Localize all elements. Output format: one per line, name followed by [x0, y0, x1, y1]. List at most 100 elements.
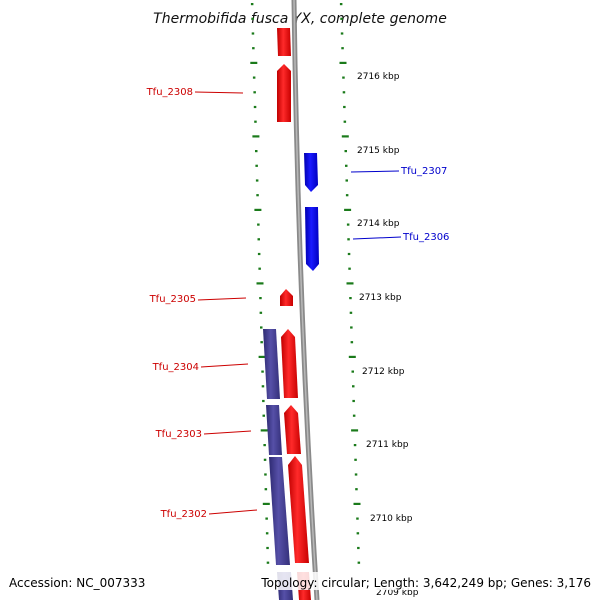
minor-tick [263, 458, 267, 461]
minor-tick [353, 444, 357, 447]
minor-tick [347, 238, 350, 241]
major-tick [353, 502, 361, 505]
minor-tick [254, 120, 257, 123]
gene-label-lines [194, 91, 402, 515]
minor-tick [343, 120, 347, 123]
minor-tick [341, 47, 344, 50]
minor-tick [344, 150, 347, 153]
cds-feature-1[interactable] [263, 329, 280, 399]
minor-tick [354, 458, 357, 461]
minor-tick [266, 546, 269, 550]
cds-feature-3[interactable] [269, 457, 290, 565]
kbp-label-2713: 2713 kbp [359, 293, 402, 303]
minor-tick [255, 164, 258, 167]
minor-tick [252, 47, 255, 50]
minor-tick [352, 385, 355, 388]
minor-tick [252, 76, 256, 79]
minor-tick [345, 194, 349, 197]
minor-tick [262, 414, 265, 417]
cds-features [263, 329, 293, 600]
major-tick [250, 61, 258, 64]
minor-tick [265, 532, 269, 535]
major-tick [260, 429, 268, 432]
kbp-label-2711: 2711 kbp [366, 440, 409, 450]
minor-tick [265, 517, 268, 520]
minor-tick [356, 517, 359, 520]
gene-shape-tfu-2302[interactable] [288, 456, 309, 563]
major-tick [256, 282, 264, 285]
gene-features [277, 28, 319, 600]
minor-tick [266, 561, 270, 564]
minor-tick [347, 252, 351, 256]
accession-text: Accession: NC_007333 [9, 576, 145, 590]
minor-tick [255, 179, 259, 182]
major-tick [252, 135, 260, 138]
minor-tick [250, 3, 254, 6]
minor-tick [257, 238, 260, 241]
gene-label-tfu-2304[interactable]: Tfu_2304 [152, 362, 199, 373]
minor-tick [251, 17, 254, 20]
major-tick [254, 208, 262, 211]
minor-tick [342, 76, 345, 79]
right-tick-ladder [339, 3, 361, 564]
minor-tick [350, 341, 354, 344]
minor-tick [350, 326, 353, 329]
minor-tick [264, 473, 267, 476]
gene-label-tfu-2307[interactable]: Tfu_2307 [400, 166, 447, 177]
gene-label-tfu-2306[interactable]: Tfu_2306 [402, 232, 449, 243]
left-tick-ladder [250, 3, 270, 564]
minor-tick [253, 91, 256, 94]
minor-tick [253, 105, 257, 109]
minor-tick [256, 194, 259, 197]
gene-label-tfu-2302[interactable]: Tfu_2302 [160, 509, 207, 520]
genome-summary-text: Topology: circular; Length: 3,642,249 bp… [260, 576, 591, 590]
major-tick [339, 61, 347, 64]
minor-tick [257, 252, 261, 256]
minor-tick [260, 326, 263, 329]
minor-tick [264, 488, 268, 491]
kbp-label-2716: 2716 kbp [357, 72, 400, 82]
major-tick [262, 502, 270, 505]
major-tick [344, 208, 352, 211]
minor-tick [261, 385, 265, 388]
gene-shape-tfu-2307[interactable] [304, 153, 318, 192]
minor-tick [257, 223, 260, 226]
minor-tick [260, 341, 263, 344]
gene-shape-top[interactable] [277, 28, 291, 56]
gene-label-tfu-2308[interactable]: Tfu_2308 [146, 87, 193, 98]
kbp-label-2714: 2714 kbp [357, 219, 400, 229]
gene-shape-tfu-2304[interactable] [281, 329, 298, 398]
gene-label-tfu-2305[interactable]: Tfu_2305 [149, 294, 196, 305]
minor-tick [258, 267, 261, 270]
kbp-label-2715: 2715 kbp [357, 146, 400, 156]
minor-tick [343, 105, 346, 109]
minor-tick [357, 561, 361, 564]
gene-shape-tfu-2305[interactable] [280, 289, 293, 306]
minor-tick [354, 473, 358, 476]
gene-shape-tfu-2303[interactable] [284, 405, 301, 454]
minor-tick [346, 223, 350, 226]
major-tick [346, 282, 354, 285]
minor-tick [261, 370, 264, 373]
minor-tick [352, 399, 355, 403]
minor-tick [345, 164, 348, 167]
minor-tick [263, 444, 266, 447]
minor-tick [340, 17, 343, 20]
major-tick [341, 135, 349, 138]
minor-tick [352, 414, 356, 417]
cds-feature-2[interactable] [266, 405, 282, 455]
minor-tick [255, 150, 258, 153]
kbp-label-2712: 2712 kbp [362, 367, 405, 377]
minor-tick [340, 32, 344, 35]
major-tick [258, 355, 266, 358]
minor-tick [357, 546, 360, 550]
gene-label-tfu-2303[interactable]: Tfu_2303 [155, 429, 202, 440]
kbp-label-2710: 2710 kbp [370, 514, 413, 524]
gene-shape-tfu-2308[interactable] [277, 64, 291, 122]
minor-tick [349, 297, 352, 300]
minor-tick [262, 399, 265, 403]
minor-tick [349, 311, 353, 314]
gene-shape-tfu-2306[interactable] [305, 207, 319, 271]
map-title: Thermobifida fusca YX, complete genome [153, 11, 447, 27]
